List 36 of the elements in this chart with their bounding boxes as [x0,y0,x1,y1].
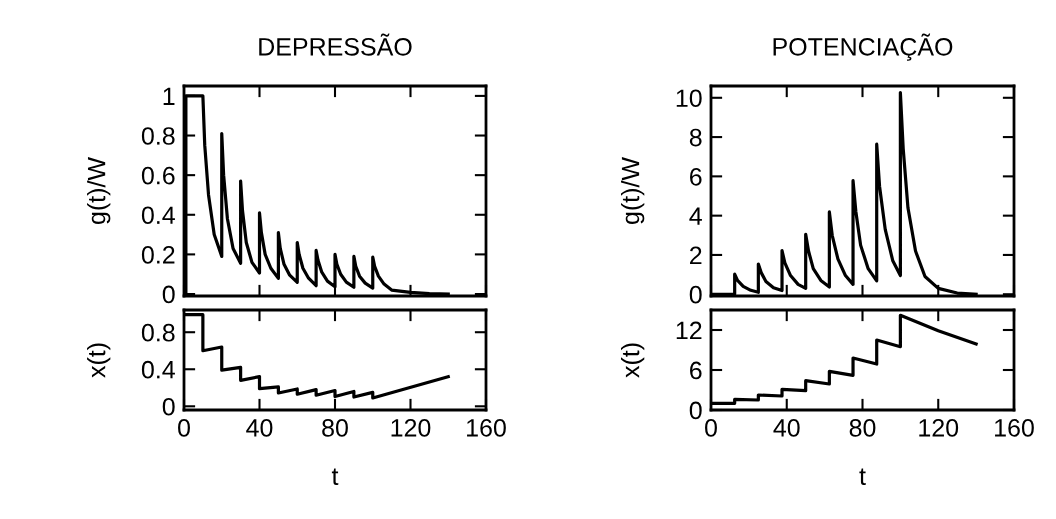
x-axis-title: t [331,468,339,485]
x-tick-label: 80 [322,418,348,437]
y-tick-label: 0.8 [141,127,175,145]
x-tick-label: 120 [919,418,959,437]
x-tick-label: 0 [705,418,717,437]
y-tick-label: 8 [689,128,702,147]
y-tick-label: 10 [676,89,702,108]
y-axis-title: g(t)/W [87,157,111,224]
x-tick-label: 0 [178,418,190,437]
y-tick-label: 4 [689,207,702,225]
y-axis-title: g(t)/W [621,157,645,224]
y-axis-title: x(t) [87,343,111,378]
y-tick-label: 0.4 [141,360,175,379]
x-tick-label: 40 [246,418,273,437]
x-tick-label: 120 [391,418,431,437]
chart-title: POTENCIAÇÃO [773,33,953,61]
x-tick-label: 80 [849,418,876,437]
y-tick-label: 0 [162,397,175,416]
y-tick-label: 0 [162,285,175,304]
x-tick-label: 160 [467,418,506,437]
x-tick-label: 160 [995,418,1034,437]
y-tick-label: 0.2 [141,246,175,264]
y-tick-label: 0.6 [141,166,175,185]
y-tick-label: 1 [163,87,175,105]
y-tick-label: 0.4 [141,206,175,225]
y-tick-label: 2 [690,246,702,264]
y-tick-label: 0 [689,401,702,420]
y-tick-label: 0.8 [141,323,175,342]
y-tick-label: 0 [689,285,702,304]
y-axis-title: x(t) [621,343,645,378]
y-tick-label: 6 [690,167,702,186]
y-tick-label: 12 [676,321,702,340]
y-tick-label: 6 [690,361,702,380]
x-axis-title: t [859,468,866,485]
chart-title: DEPRESSÃO [259,33,412,56]
x-tick-label: 40 [773,418,800,437]
